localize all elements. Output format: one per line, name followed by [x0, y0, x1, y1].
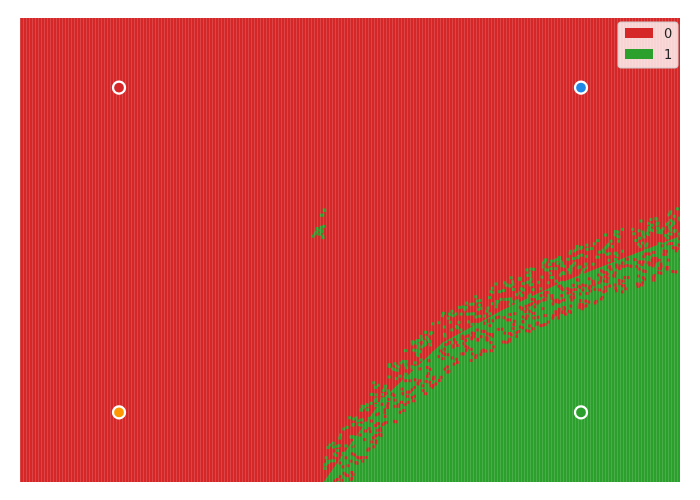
pixel-texture	[20, 18, 680, 482]
data-point-1	[573, 80, 589, 95]
legend-label-0: 0	[664, 27, 672, 42]
boundary-speckle	[679, 257, 680, 261]
plot-area	[20, 18, 680, 482]
data-point-2	[111, 405, 127, 420]
legend: 0 1	[617, 21, 679, 69]
legend-swatch-0	[625, 28, 653, 38]
legend-label-1: 1	[664, 48, 672, 63]
sample-points	[111, 80, 589, 420]
data-point-3	[573, 405, 589, 420]
data-point-0	[111, 80, 127, 95]
legend-swatch-1	[625, 49, 653, 59]
